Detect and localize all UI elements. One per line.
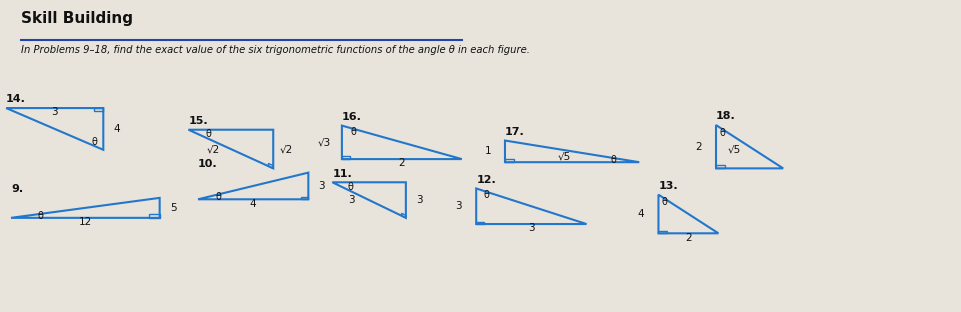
Text: 12: 12 bbox=[79, 217, 92, 227]
Text: 11.: 11. bbox=[332, 168, 352, 178]
Text: θ: θ bbox=[91, 137, 97, 147]
Text: 3: 3 bbox=[51, 107, 58, 117]
Text: 17.: 17. bbox=[505, 127, 524, 137]
Text: 4: 4 bbox=[113, 124, 120, 134]
Text: 12.: 12. bbox=[476, 175, 496, 185]
Text: 4: 4 bbox=[250, 199, 257, 209]
Text: θ: θ bbox=[351, 127, 357, 137]
Text: θ: θ bbox=[37, 211, 43, 221]
Text: θ: θ bbox=[347, 182, 353, 192]
Text: 3: 3 bbox=[528, 223, 534, 233]
Text: θ: θ bbox=[609, 155, 615, 165]
Text: θ: θ bbox=[205, 129, 210, 139]
Text: θ: θ bbox=[215, 192, 221, 202]
Text: √5: √5 bbox=[727, 144, 740, 154]
Text: 15.: 15. bbox=[188, 116, 208, 126]
Text: 4: 4 bbox=[637, 209, 644, 219]
Text: θ: θ bbox=[482, 190, 488, 200]
Text: Skill Building: Skill Building bbox=[20, 11, 133, 26]
Text: 14.: 14. bbox=[6, 94, 26, 104]
Text: √3: √3 bbox=[318, 137, 331, 147]
Text: 3: 3 bbox=[456, 201, 462, 211]
Text: 13.: 13. bbox=[657, 181, 678, 191]
Text: 5: 5 bbox=[169, 203, 176, 213]
Text: 2: 2 bbox=[695, 142, 702, 152]
Text: θ: θ bbox=[719, 129, 725, 139]
Text: 1: 1 bbox=[484, 146, 490, 156]
Text: √2: √2 bbox=[280, 144, 293, 154]
Text: 3: 3 bbox=[318, 181, 325, 191]
Text: 2: 2 bbox=[684, 233, 691, 243]
Text: √5: √5 bbox=[557, 151, 571, 161]
Text: 18.: 18. bbox=[715, 111, 735, 121]
Text: 16.: 16. bbox=[341, 112, 361, 122]
Text: 3: 3 bbox=[348, 195, 355, 205]
Text: 3: 3 bbox=[415, 195, 422, 205]
Text: 2: 2 bbox=[398, 158, 405, 168]
Text: In Problems 9–18, find the exact value of the six trigonometric functions of the: In Problems 9–18, find the exact value o… bbox=[20, 45, 529, 55]
Text: √2: √2 bbox=[207, 144, 220, 154]
Text: 10.: 10. bbox=[198, 159, 217, 169]
Text: 9.: 9. bbox=[11, 184, 23, 194]
Text: θ: θ bbox=[660, 197, 667, 207]
